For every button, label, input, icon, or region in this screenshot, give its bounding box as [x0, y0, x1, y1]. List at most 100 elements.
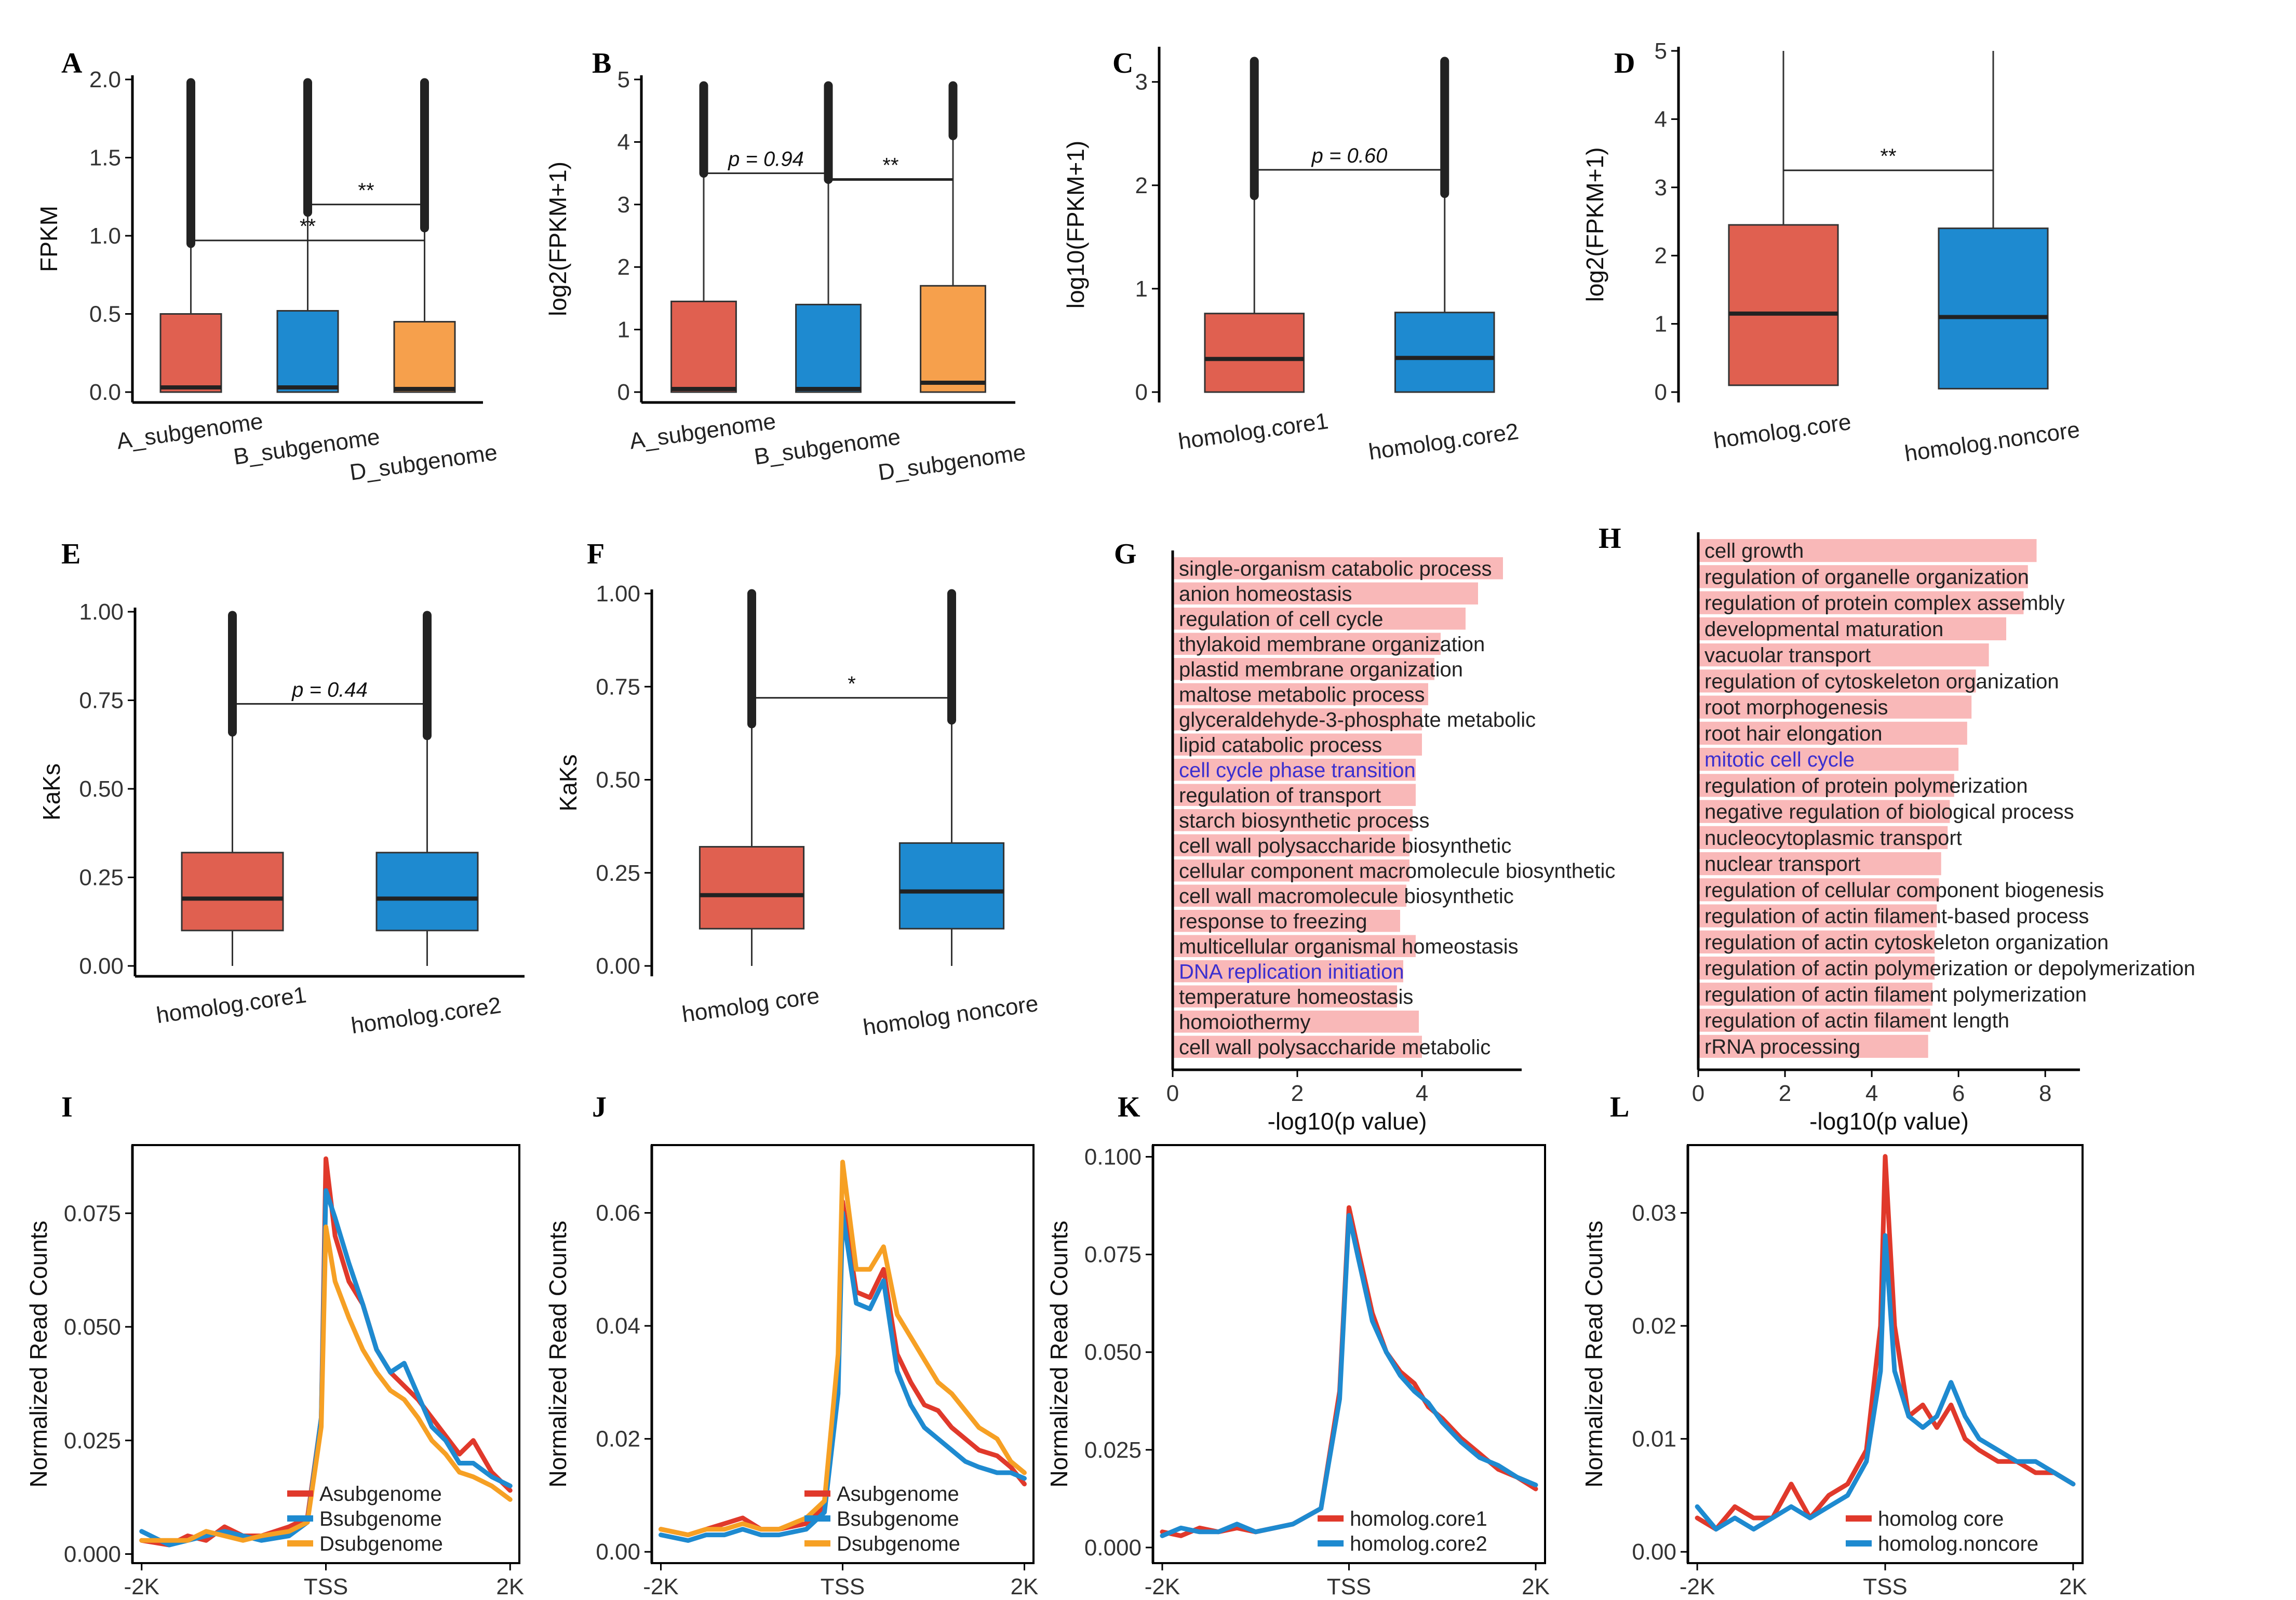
x-tick-label: 2K [1522, 1574, 1550, 1599]
x-tick-label: 2K [1011, 1574, 1039, 1599]
y-tick-label: 0.5 [89, 302, 121, 327]
y-tick-label: 0.25 [596, 860, 640, 886]
box-0 [699, 589, 805, 966]
x-category-label: homolog noncore [862, 991, 1040, 1041]
y-tick-label: 0.02 [596, 1427, 640, 1452]
y-tick-label: 2 [1655, 243, 1667, 268]
panel-B: B012345log2(FPKM+1)A_subgenomeB_subgenom… [544, 47, 1027, 486]
box-body [1204, 313, 1305, 393]
y-tick-label: 2 [617, 254, 630, 280]
x-tick-label: TSS [1327, 1574, 1372, 1599]
go-term-label: glyceraldehyde-3-phosphate metabolic [1179, 708, 1536, 731]
go-term-label: maltose metabolic process [1179, 683, 1425, 706]
y-axis-title: log10(FPKM+1) [1062, 141, 1089, 308]
go-term-label: cell cycle phase transition [1179, 759, 1416, 782]
y-axis-title: KaKs [555, 755, 582, 812]
go-bar [1698, 826, 1948, 849]
significance-label: ** [300, 215, 316, 238]
go-bar [1698, 565, 2028, 588]
box-body [181, 852, 284, 932]
y-axis-title: Normalized Read Counts [1580, 1221, 1607, 1488]
y-tick-label: 3 [1655, 175, 1667, 200]
y-tick-label: 0.75 [79, 688, 124, 714]
go-bar [1173, 733, 1422, 756]
go-term-label: root morphogenesis [1704, 696, 1888, 719]
panel-label: B [592, 47, 611, 79]
x-category-label: homolog.noncore [1903, 417, 2082, 467]
box-1 [795, 81, 862, 393]
go-bar [1698, 617, 2007, 640]
y-tick-label: 0.050 [64, 1314, 121, 1340]
panel-label: I [61, 1091, 73, 1123]
go-bar [1698, 957, 1935, 980]
x-tick-label: 2 [1779, 1081, 1791, 1106]
legend-label: Asubgenome [319, 1483, 442, 1505]
box-1 [1394, 57, 1495, 393]
go-term-label: regulation of actin filament polymerizat… [1704, 983, 2087, 1006]
y-tick-label: 0.01 [1632, 1427, 1676, 1452]
legend-label: homolog.core2 [1350, 1532, 1487, 1555]
significance-label: ** [358, 179, 374, 202]
y-tick-label: 0.25 [79, 865, 124, 891]
y-tick-label: 0.000 [1084, 1535, 1142, 1561]
x-tick-label: 8 [2039, 1081, 2051, 1106]
y-tick-label: 0.025 [1084, 1437, 1142, 1463]
go-term-label: homoiothermy [1179, 1011, 1310, 1033]
box-1 [898, 589, 1005, 966]
x-tick-label: -2K [1680, 1574, 1715, 1599]
y-axis-title: Normalized Read Counts [1045, 1221, 1072, 1488]
x-tick-label: -2K [124, 1574, 159, 1599]
go-bar [1173, 557, 1503, 580]
go-term-label: developmental maturation [1704, 618, 1943, 641]
x-category-label: homolog.core [1712, 409, 1853, 454]
y-tick-label: 0.00 [79, 953, 124, 979]
x-tick-label: 2 [1291, 1081, 1304, 1106]
y-tick-label: 1.00 [596, 581, 640, 607]
y-tick-label: 1 [617, 317, 630, 343]
legend-label: Dsubgenome [837, 1532, 960, 1555]
go-bar [1698, 721, 1967, 745]
x-category-label: homolog.core2 [350, 992, 503, 1039]
go-term-label: nucleocytoplasmic transport [1704, 827, 1962, 850]
significance-label: ** [1880, 145, 1896, 168]
go-term-label: plastid membrane organization [1179, 658, 1463, 681]
y-tick-label: 2 [1135, 173, 1148, 198]
x-tick-label: 2K [2059, 1574, 2087, 1599]
panel-A: A0.00.51.01.52.0FPKMA_subgenomeB_subgeno… [35, 47, 499, 486]
go-term-label: negative regulation of biological proces… [1704, 801, 2074, 824]
x-tick-label: 4 [1865, 1081, 1878, 1106]
x-tick-label: 2K [496, 1574, 524, 1599]
go-term-label: regulation of protein polymerization [1704, 774, 2028, 797]
y-tick-label: 1.00 [79, 599, 124, 625]
y-tick-label: 0.000 [64, 1542, 121, 1567]
significance-label: p = 0.94 [728, 148, 804, 171]
go-term-label: temperature homeostasis [1179, 986, 1413, 1009]
x-tick-label: -2K [1145, 1574, 1180, 1599]
x-category-label: homolog.core1 [1177, 408, 1330, 454]
y-tick-label: 0 [1135, 380, 1148, 405]
go-term-label: regulation of cell cycle [1179, 608, 1384, 630]
box-body [276, 310, 339, 393]
panel-label: J [592, 1091, 607, 1123]
box-body [795, 303, 862, 393]
go-bar [1698, 643, 1989, 667]
go-term-label: regulation of cellular component biogene… [1704, 879, 2104, 902]
go-bar [1698, 800, 1950, 823]
go-bar [1698, 669, 1976, 693]
go-bar [1698, 983, 1933, 1006]
box-body [159, 313, 222, 393]
box-body [1728, 224, 1839, 386]
y-tick-label: 0.03 [1632, 1201, 1676, 1226]
go-bar [1173, 960, 1403, 983]
go-term-label: regulation of actin filament-based proce… [1704, 905, 2089, 928]
go-bar [1173, 658, 1434, 680]
series-line-2 [139, 1225, 513, 1543]
y-tick-label: 0.50 [596, 768, 640, 793]
x-tick-label: 0 [1692, 1081, 1704, 1106]
go-bar [1698, 695, 1972, 719]
x-axis-title: -log10(p value) [1268, 1108, 1427, 1135]
panel-label: D [1614, 47, 1635, 79]
box-body [699, 846, 805, 930]
